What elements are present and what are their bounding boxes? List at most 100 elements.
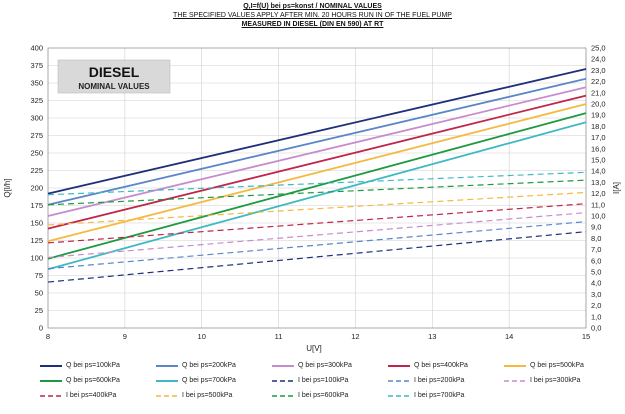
legend-item: Q bei ps=500kPa bbox=[504, 360, 620, 371]
badge-title: DIESEL bbox=[89, 64, 140, 80]
y-right-tick-label: 19,0 bbox=[591, 111, 606, 120]
legend-label: I bei ps=400kPa bbox=[66, 392, 117, 399]
y-right-tick-label: 6,0 bbox=[591, 256, 601, 265]
y-right-tick-label: 11,0 bbox=[591, 200, 605, 209]
y-right-tick-label: 4,0 bbox=[591, 279, 601, 288]
legend-item: Q bei ps=200kPa bbox=[156, 360, 272, 371]
x-tick-label: 13 bbox=[428, 332, 436, 341]
series-line-7 bbox=[47, 121, 587, 271]
y-left-tick-label: 0 bbox=[39, 324, 43, 333]
y-right-tick-label: 2,0 bbox=[591, 301, 601, 310]
chart-subtitle: THE SPECIFIED VALUES APPLY AFTER MIN. 20… bbox=[173, 12, 452, 19]
legend-item: I bei ps=400kPa bbox=[40, 390, 156, 401]
x-tick-label: 14 bbox=[505, 332, 513, 341]
legend-item: I bei ps=100kPa bbox=[272, 375, 388, 386]
legend-item: I bei ps=500kPa bbox=[156, 390, 272, 401]
legend-label: I bei ps=600kPa bbox=[298, 392, 349, 399]
legend-label: Q bei ps=500kPa bbox=[530, 362, 584, 369]
y-left-tick-label: 200 bbox=[30, 184, 43, 193]
legend-label: I bei ps=100kPa bbox=[298, 377, 349, 384]
y-right-axis-label: I[A] bbox=[612, 182, 621, 194]
legend-label: Q bei ps=700kPa bbox=[182, 377, 236, 384]
y-left-tick-label: 100 bbox=[30, 254, 43, 263]
y-right-tick-label: 13,0 bbox=[591, 178, 606, 187]
legend-item: Q bei ps=100kPa bbox=[40, 360, 156, 371]
legend-label: Q bei ps=400kPa bbox=[414, 362, 468, 369]
series-line-3 bbox=[47, 86, 587, 217]
y-right-tick-label: 14,0 bbox=[591, 167, 606, 176]
series-line-13 bbox=[47, 179, 587, 206]
series-layer bbox=[47, 68, 587, 283]
legend-swatch bbox=[388, 393, 410, 399]
legend-item: I bei ps=200kPa bbox=[388, 375, 504, 386]
y-right-tick-label: 12,0 bbox=[591, 189, 606, 198]
y-right-tick-label: 3,0 bbox=[591, 290, 601, 299]
series-line-9 bbox=[47, 221, 587, 270]
x-tick-label: 11 bbox=[275, 332, 283, 341]
legend-item: I bei ps=600kPa bbox=[272, 390, 388, 401]
legend-label: Q bei ps=600kPa bbox=[66, 377, 120, 384]
y-right-tick-label: 9,0 bbox=[591, 223, 601, 232]
plot-area-frame bbox=[47, 47, 587, 329]
legend-swatch bbox=[272, 378, 294, 384]
legend-item: Q bei ps=700kPa bbox=[156, 375, 272, 386]
x-tick-label: 10 bbox=[198, 332, 206, 341]
badge-subtitle: NOMINAL VALUES bbox=[78, 82, 150, 91]
y-right-tick-label: 1,0 bbox=[591, 312, 601, 321]
y-left-tick-label: 125 bbox=[30, 236, 43, 245]
legend-swatch bbox=[272, 363, 294, 369]
y-right-tick-label: 16,0 bbox=[591, 144, 606, 153]
legend-swatch bbox=[40, 363, 62, 369]
chart-title: Q,I=f(U) bei ps=konst / NOMINAL VALUES bbox=[243, 3, 382, 10]
series-line-10 bbox=[47, 212, 587, 259]
y-left-axis-label: Q[l/h] bbox=[3, 178, 12, 197]
legend-swatch bbox=[40, 393, 62, 399]
legend-label: I bei ps=200kPa bbox=[414, 377, 465, 384]
y-left-tick-label: 250 bbox=[30, 149, 43, 158]
y-right-tick-label: 7,0 bbox=[591, 245, 601, 254]
legend-swatch bbox=[156, 393, 178, 399]
legend-item: I bei ps=300kPa bbox=[504, 375, 620, 386]
series-line-6 bbox=[47, 112, 587, 260]
y-right-tick-label: 20,0 bbox=[591, 100, 606, 109]
chart-titles: Q,I=f(U) bei ps=konst / NOMINAL VALUES T… bbox=[0, 2, 625, 29]
series-line-1 bbox=[47, 68, 587, 195]
series-line-4 bbox=[47, 94, 587, 230]
y-right-tick-label: 18,0 bbox=[591, 122, 606, 131]
chart-subtitle-2: MEASURED IN DIESEL (DIN EN 590) AT RT bbox=[241, 21, 384, 28]
legend-swatch bbox=[40, 378, 62, 384]
legend-label: Q bei ps=100kPa bbox=[66, 362, 120, 369]
y-left-tick-label: 25 bbox=[35, 306, 43, 315]
legend-swatch bbox=[504, 363, 526, 369]
chart-legend: Q bei ps=100kPa Q bei ps=200kPa Q bei ps=3… bbox=[40, 360, 620, 401]
legend-item: Q bei ps=300kPa bbox=[272, 360, 388, 371]
y-left-tick-label: 225 bbox=[30, 166, 43, 175]
y-left-tick-label: 300 bbox=[30, 114, 43, 123]
y-right-tick-label: 5,0 bbox=[591, 268, 601, 277]
legend-label: I bei ps=500kPa bbox=[182, 392, 233, 399]
y-right-tick-label: 15,0 bbox=[591, 156, 606, 165]
y-right-tick-label: 0,0 bbox=[591, 324, 601, 333]
legend-swatch bbox=[156, 378, 178, 384]
y-right-tick-label: 25,0 bbox=[591, 44, 606, 53]
x-axis-label: U[V] bbox=[306, 344, 322, 353]
y-right-tick-label: 23,0 bbox=[591, 66, 606, 75]
diesel-badge-box bbox=[57, 59, 171, 94]
y-left-tick-label: 275 bbox=[30, 131, 43, 140]
y-left-tick-label: 75 bbox=[35, 271, 43, 280]
y-right-tick-label: 22,0 bbox=[591, 77, 606, 86]
series-line-5 bbox=[47, 103, 587, 243]
x-tick-label: 12 bbox=[351, 332, 359, 341]
y-right-tick-label: 17,0 bbox=[591, 133, 606, 142]
y-left-tick-label: 325 bbox=[30, 96, 43, 105]
y-right-tick-label: 24,0 bbox=[591, 55, 606, 64]
y-right-tick-label: 8,0 bbox=[591, 234, 601, 243]
x-tick-label: 15 bbox=[582, 332, 590, 341]
legend-swatch bbox=[504, 378, 526, 384]
legend-label: Q bei ps=200kPa bbox=[182, 362, 236, 369]
legend-label: I bei ps=300kPa bbox=[530, 377, 581, 384]
y-left-tick-label: 350 bbox=[30, 79, 43, 88]
y-left-tick-label: 175 bbox=[30, 201, 43, 210]
legend-swatch bbox=[388, 363, 410, 369]
